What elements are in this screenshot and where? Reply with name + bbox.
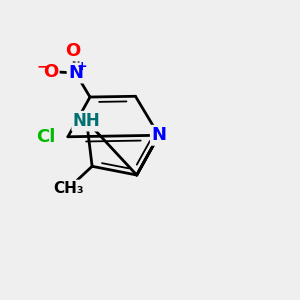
Text: N: N xyxy=(151,126,166,144)
Text: +: + xyxy=(77,60,87,73)
Text: O: O xyxy=(43,63,58,81)
Text: CH₃: CH₃ xyxy=(53,181,84,196)
Text: N: N xyxy=(68,64,83,82)
Text: O: O xyxy=(65,42,80,60)
Text: NH: NH xyxy=(73,112,100,130)
Text: −: − xyxy=(37,59,48,73)
Text: Cl: Cl xyxy=(36,128,56,146)
